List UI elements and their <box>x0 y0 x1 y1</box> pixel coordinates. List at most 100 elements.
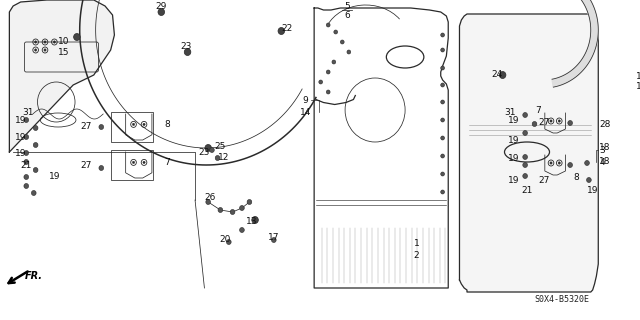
Text: 28: 28 <box>599 119 611 129</box>
Circle shape <box>24 159 29 164</box>
Text: 8: 8 <box>164 119 170 129</box>
Circle shape <box>523 113 527 117</box>
Circle shape <box>99 124 104 130</box>
Circle shape <box>215 156 220 161</box>
Circle shape <box>441 83 445 87</box>
Circle shape <box>205 145 211 151</box>
Text: 15: 15 <box>58 47 70 57</box>
Circle shape <box>53 41 56 43</box>
Text: 16: 16 <box>636 82 640 91</box>
Circle shape <box>239 205 244 211</box>
Text: 19: 19 <box>508 135 520 145</box>
Text: 31: 31 <box>22 108 34 116</box>
Circle shape <box>523 163 527 167</box>
Text: 20: 20 <box>220 236 231 244</box>
Text: 21: 21 <box>20 161 32 170</box>
Text: 19: 19 <box>587 186 598 195</box>
Text: 21: 21 <box>522 186 532 195</box>
Circle shape <box>568 121 573 125</box>
Bar <box>111 112 153 142</box>
Circle shape <box>24 150 29 156</box>
Circle shape <box>326 70 330 74</box>
Circle shape <box>523 131 527 135</box>
Bar <box>563 155 598 180</box>
Circle shape <box>252 217 259 223</box>
Text: 4: 4 <box>599 157 605 166</box>
Circle shape <box>585 161 589 165</box>
Circle shape <box>247 199 252 204</box>
Text: 11: 11 <box>636 71 640 81</box>
Text: 18: 18 <box>599 142 611 151</box>
Circle shape <box>550 162 552 164</box>
Circle shape <box>24 134 29 140</box>
Text: 23: 23 <box>199 148 210 156</box>
Circle shape <box>230 210 235 214</box>
Text: 27: 27 <box>538 175 550 185</box>
Text: 24: 24 <box>492 69 502 78</box>
Circle shape <box>35 41 36 43</box>
Polygon shape <box>552 0 598 87</box>
Circle shape <box>332 60 336 64</box>
Circle shape <box>184 49 191 55</box>
Circle shape <box>239 228 244 233</box>
Circle shape <box>441 190 445 194</box>
Circle shape <box>558 162 561 164</box>
Circle shape <box>99 165 104 171</box>
Circle shape <box>278 28 285 35</box>
Circle shape <box>441 172 445 176</box>
Text: 19: 19 <box>508 175 520 185</box>
Text: 13: 13 <box>246 218 257 227</box>
Circle shape <box>24 183 29 188</box>
Circle shape <box>158 9 164 15</box>
Text: 14: 14 <box>300 108 312 116</box>
Text: 12: 12 <box>218 153 229 162</box>
Circle shape <box>24 174 29 180</box>
Circle shape <box>33 167 38 172</box>
Circle shape <box>35 49 36 51</box>
Circle shape <box>441 48 445 52</box>
Text: 27: 27 <box>538 117 550 126</box>
Circle shape <box>44 49 46 51</box>
Bar <box>111 150 153 180</box>
Text: 9: 9 <box>303 95 308 105</box>
Text: 23: 23 <box>180 42 191 51</box>
Circle shape <box>441 118 445 122</box>
Text: 5: 5 <box>344 2 350 11</box>
Circle shape <box>604 122 611 129</box>
Circle shape <box>33 125 38 131</box>
Polygon shape <box>10 0 115 152</box>
Circle shape <box>227 239 231 244</box>
Text: 18: 18 <box>599 156 611 165</box>
Text: 19: 19 <box>15 148 26 157</box>
Ellipse shape <box>603 145 612 151</box>
Text: 19: 19 <box>508 116 520 124</box>
Text: 31: 31 <box>504 108 516 116</box>
Text: 19: 19 <box>49 172 60 180</box>
Circle shape <box>143 161 145 164</box>
Bar <box>563 113 598 138</box>
Circle shape <box>441 154 445 158</box>
Text: 17: 17 <box>268 234 280 243</box>
Circle shape <box>271 237 276 243</box>
Text: 19: 19 <box>15 116 26 124</box>
Text: 27: 27 <box>81 161 92 170</box>
Text: 3: 3 <box>599 146 605 155</box>
Text: 29: 29 <box>156 2 167 11</box>
Circle shape <box>31 190 36 196</box>
Text: 8: 8 <box>573 172 579 181</box>
Text: 1: 1 <box>413 239 419 249</box>
Text: 25: 25 <box>214 141 226 150</box>
Polygon shape <box>460 14 598 292</box>
Text: 10: 10 <box>58 36 70 45</box>
Text: 19: 19 <box>15 132 26 141</box>
Circle shape <box>568 163 573 167</box>
Circle shape <box>441 33 445 37</box>
Circle shape <box>206 199 211 204</box>
Circle shape <box>33 142 38 148</box>
Circle shape <box>523 155 527 159</box>
Text: 22: 22 <box>282 23 292 33</box>
Circle shape <box>558 120 561 122</box>
Circle shape <box>326 90 330 94</box>
Circle shape <box>550 120 552 122</box>
Circle shape <box>209 148 214 153</box>
